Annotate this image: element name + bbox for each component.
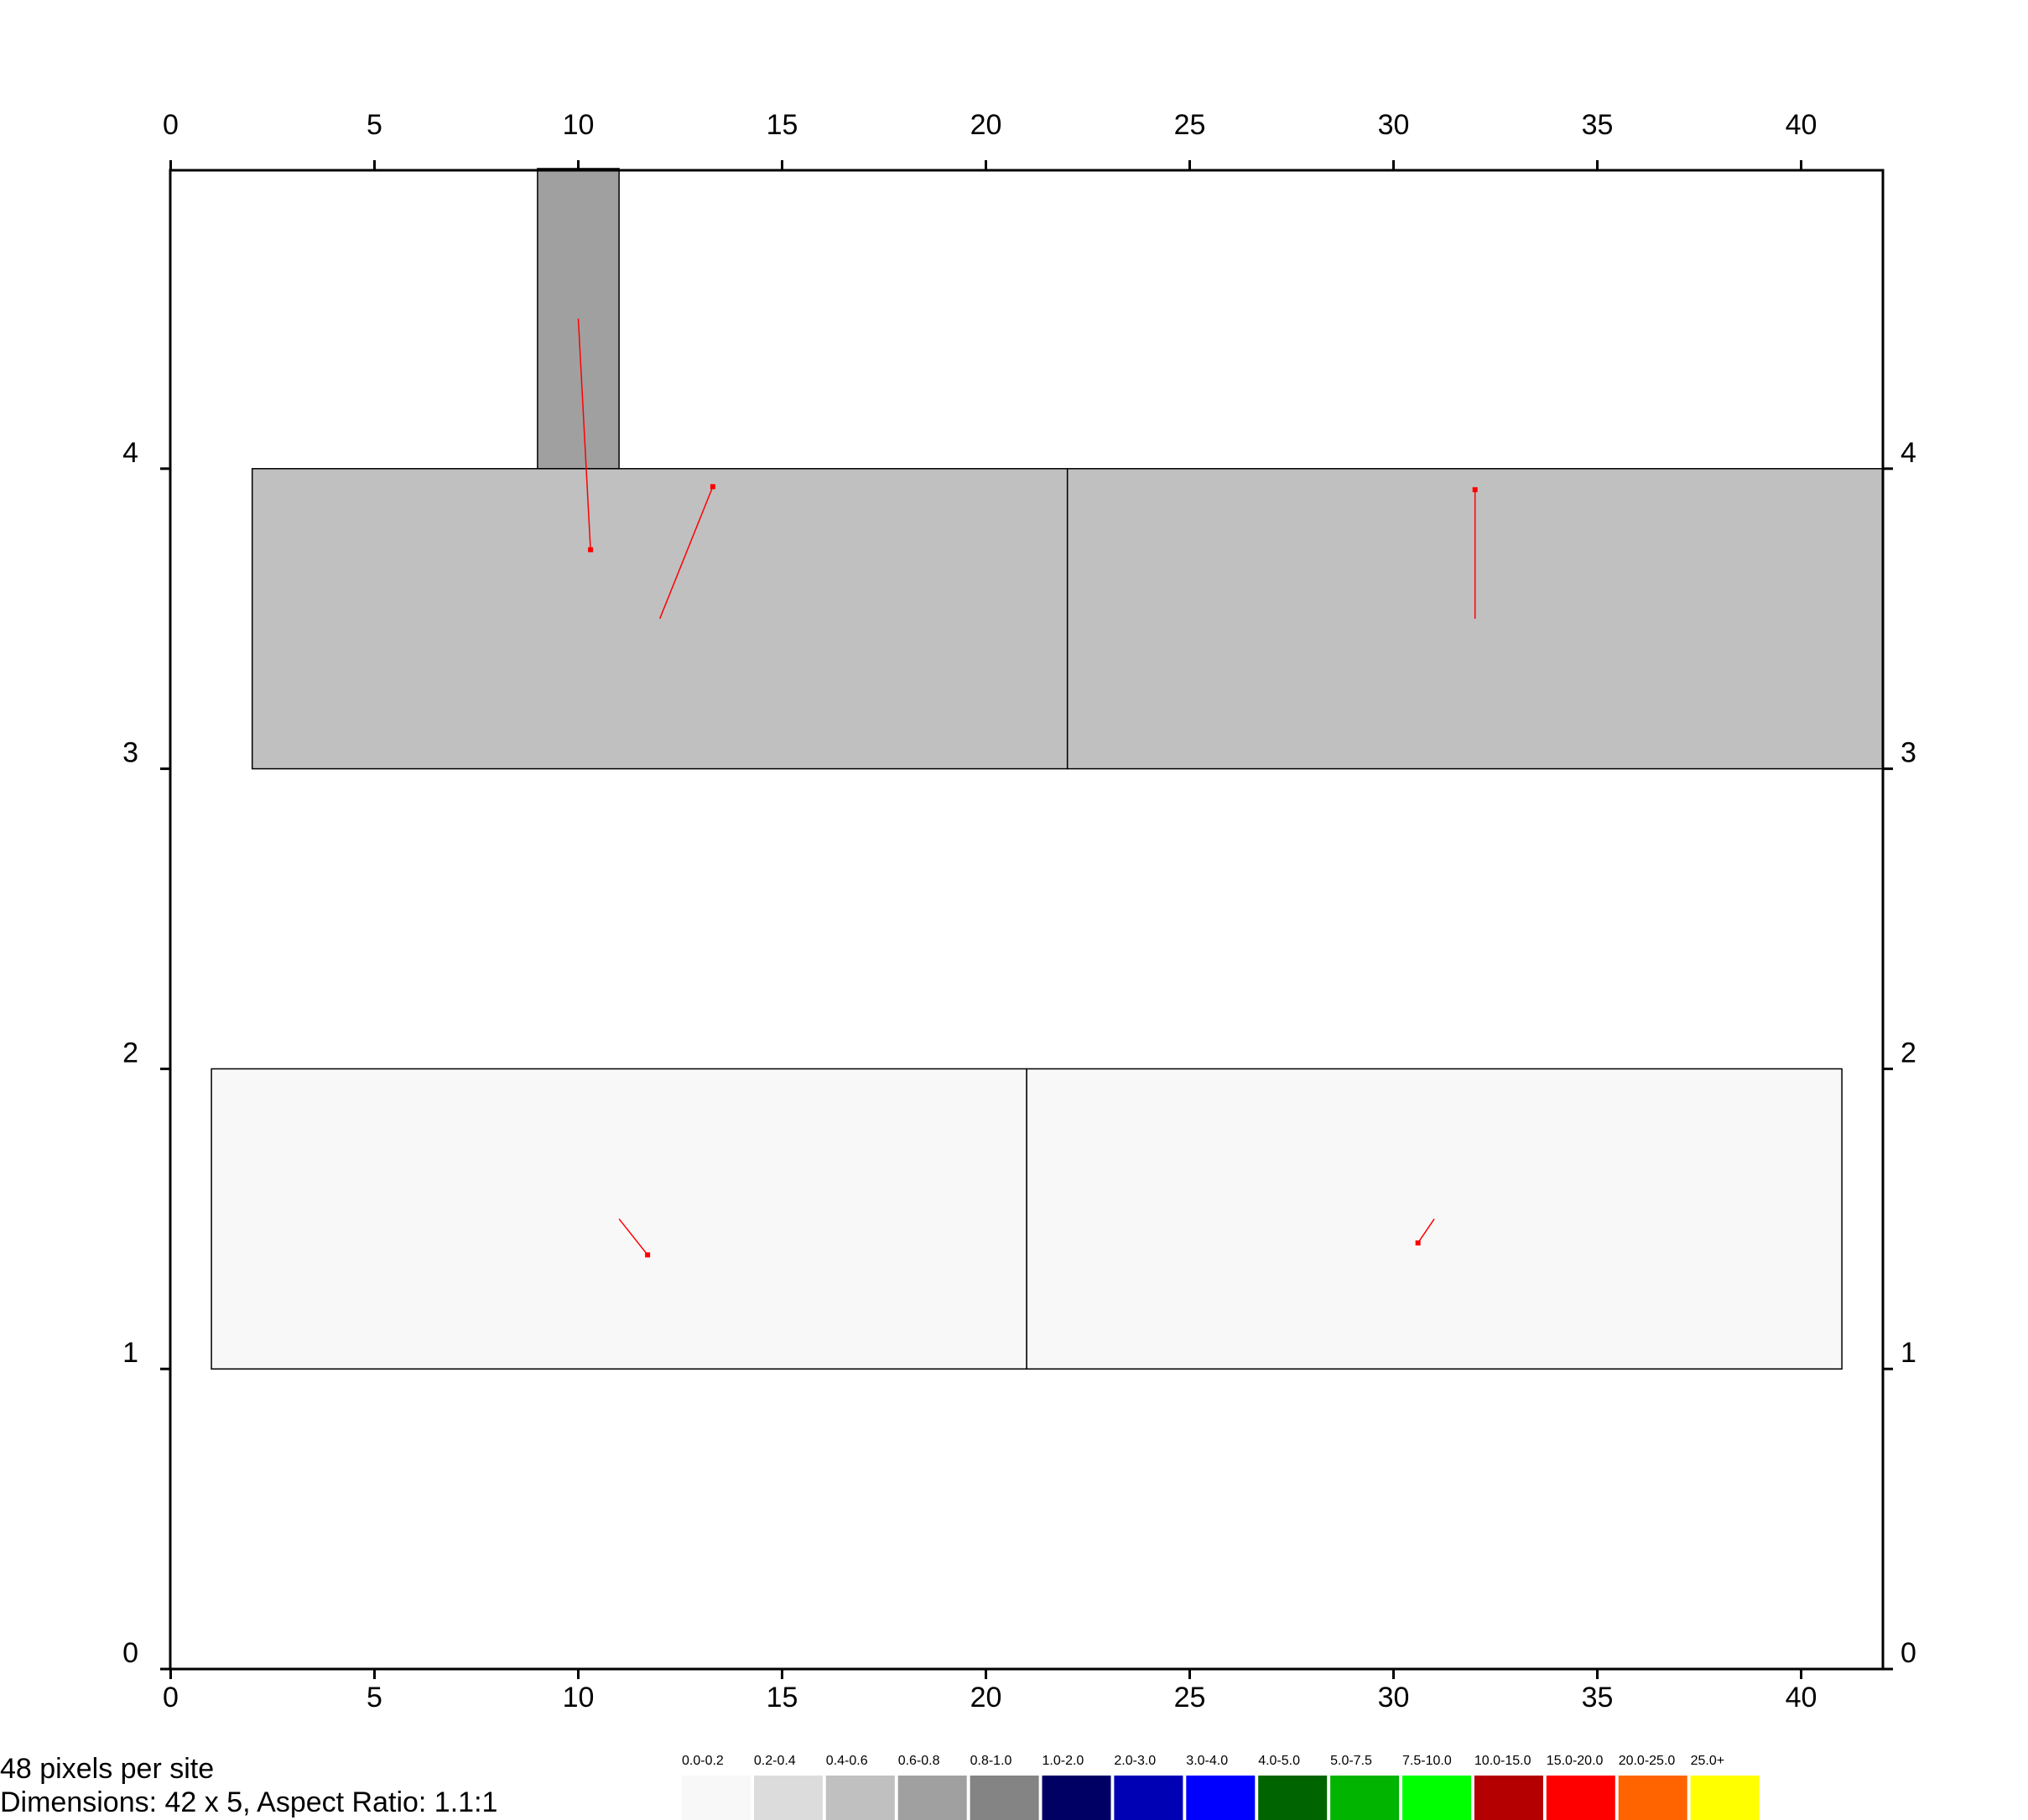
y-tick-label-right: 3: [1901, 737, 1916, 769]
x-tick-label-top: 0: [163, 109, 179, 141]
y-tick-label-right: 2: [1901, 1037, 1916, 1069]
legend-label: 4.0-5.0: [1258, 1754, 1300, 1768]
x-tick-label-top: 10: [563, 109, 595, 141]
y-tick-label-left: 4: [122, 437, 138, 469]
legend-swatch: [1546, 1776, 1615, 1820]
legend-label: 0.8-1.0: [970, 1754, 1012, 1768]
x-tick-label-top: 25: [1174, 109, 1206, 141]
legend-swatch: [825, 1776, 895, 1820]
y-tick-label-right: 4: [1901, 437, 1916, 469]
legend-label: 25.0+: [1691, 1754, 1724, 1768]
vector-line: [577, 318, 591, 550]
legend-label: 0.0-0.2: [682, 1754, 724, 1768]
y-tick-label-left: 0: [122, 1637, 138, 1669]
legend-label: 3.0-4.0: [1186, 1754, 1228, 1768]
legend-label: 5.0-7.5: [1330, 1754, 1372, 1768]
x-tick-label-top: 30: [1378, 109, 1410, 141]
y-tick-label-left: 1: [122, 1337, 138, 1369]
legend-swatch: [1474, 1776, 1543, 1820]
y-tick-label-right: 0: [1901, 1637, 1916, 1669]
x-tick-label-bottom: 25: [1174, 1682, 1206, 1713]
vector-head: [1415, 1240, 1421, 1245]
legend-swatch: [1258, 1776, 1328, 1820]
plot-frame: [169, 169, 1885, 1671]
x-tick-label-bottom: 0: [163, 1682, 179, 1713]
x-tick-label-top: 20: [970, 109, 1002, 141]
legend-label: 0.6-0.8: [898, 1754, 940, 1768]
legend-label: 7.5-10.0: [1402, 1754, 1452, 1768]
x-tick-label-bottom: 35: [1582, 1682, 1614, 1713]
x-tick-label-bottom: 10: [563, 1682, 595, 1713]
vector-line: [659, 486, 714, 619]
x-tick-label-bottom: 20: [970, 1682, 1002, 1713]
x-tick-label-bottom: 30: [1378, 1682, 1410, 1713]
legend-swatch: [1402, 1776, 1471, 1820]
x-tick-label-top: 40: [1786, 109, 1817, 141]
x-tick-label-bottom: 15: [767, 1682, 798, 1713]
pixels-per-site-text: 48 pixels per site: [0, 1753, 215, 1785]
legend-swatch: [682, 1776, 751, 1820]
legend-swatch: [1114, 1776, 1183, 1820]
y-tick-label-right: 1: [1901, 1337, 1916, 1369]
x-tick-label-bottom: 40: [1786, 1682, 1817, 1713]
vector-head: [710, 484, 715, 490]
legend-label: 1.0-2.0: [1043, 1754, 1084, 1768]
heatmap-cell: [1026, 1068, 1843, 1370]
legend-swatch: [970, 1776, 1039, 1820]
vector-line: [618, 1218, 648, 1256]
cells-layer: [211, 168, 1884, 1370]
legend-swatch: [897, 1776, 967, 1820]
vector-head: [588, 547, 594, 553]
y-tick-label-left: 3: [122, 737, 138, 769]
y-tick-label-left: 2: [122, 1037, 138, 1069]
legend-swatch: [1618, 1776, 1687, 1820]
x-tick-label-top: 35: [1582, 109, 1614, 141]
x-tick-label-top: 15: [767, 109, 798, 141]
legend-swatch: [1042, 1776, 1111, 1820]
vector-line: [1417, 1218, 1435, 1244]
vector-head: [1472, 486, 1478, 492]
vectors-layer: [577, 318, 1478, 1258]
dimensions-text: Dimensions: 42 x 5, Aspect Ratio: 1.1:1: [0, 1786, 498, 1818]
legend-label: 15.0-20.0: [1547, 1754, 1604, 1768]
legend-label: 10.0-15.0: [1474, 1754, 1531, 1768]
legend-swatch: [753, 1776, 823, 1820]
vector-head: [645, 1252, 651, 1258]
legend-swatch: [1330, 1776, 1400, 1820]
color-legend: 0.0-0.2 0.2-0.4 0.4-0.6 0.6-0.8 0.8-1.0 1.0-2…: [682, 1754, 1760, 1820]
legend-swatch: [1186, 1776, 1256, 1820]
legend-label: 0.2-0.4: [754, 1754, 796, 1768]
legend-label: 0.4-0.6: [826, 1754, 868, 1768]
legend-label: 20.0-25.0: [1619, 1754, 1676, 1768]
x-tick-label-top: 5: [367, 109, 382, 141]
legend-swatch: [1690, 1776, 1760, 1820]
x-tick-label-bottom: 5: [367, 1682, 382, 1713]
legend-label: 2.0-3.0: [1114, 1754, 1156, 1768]
